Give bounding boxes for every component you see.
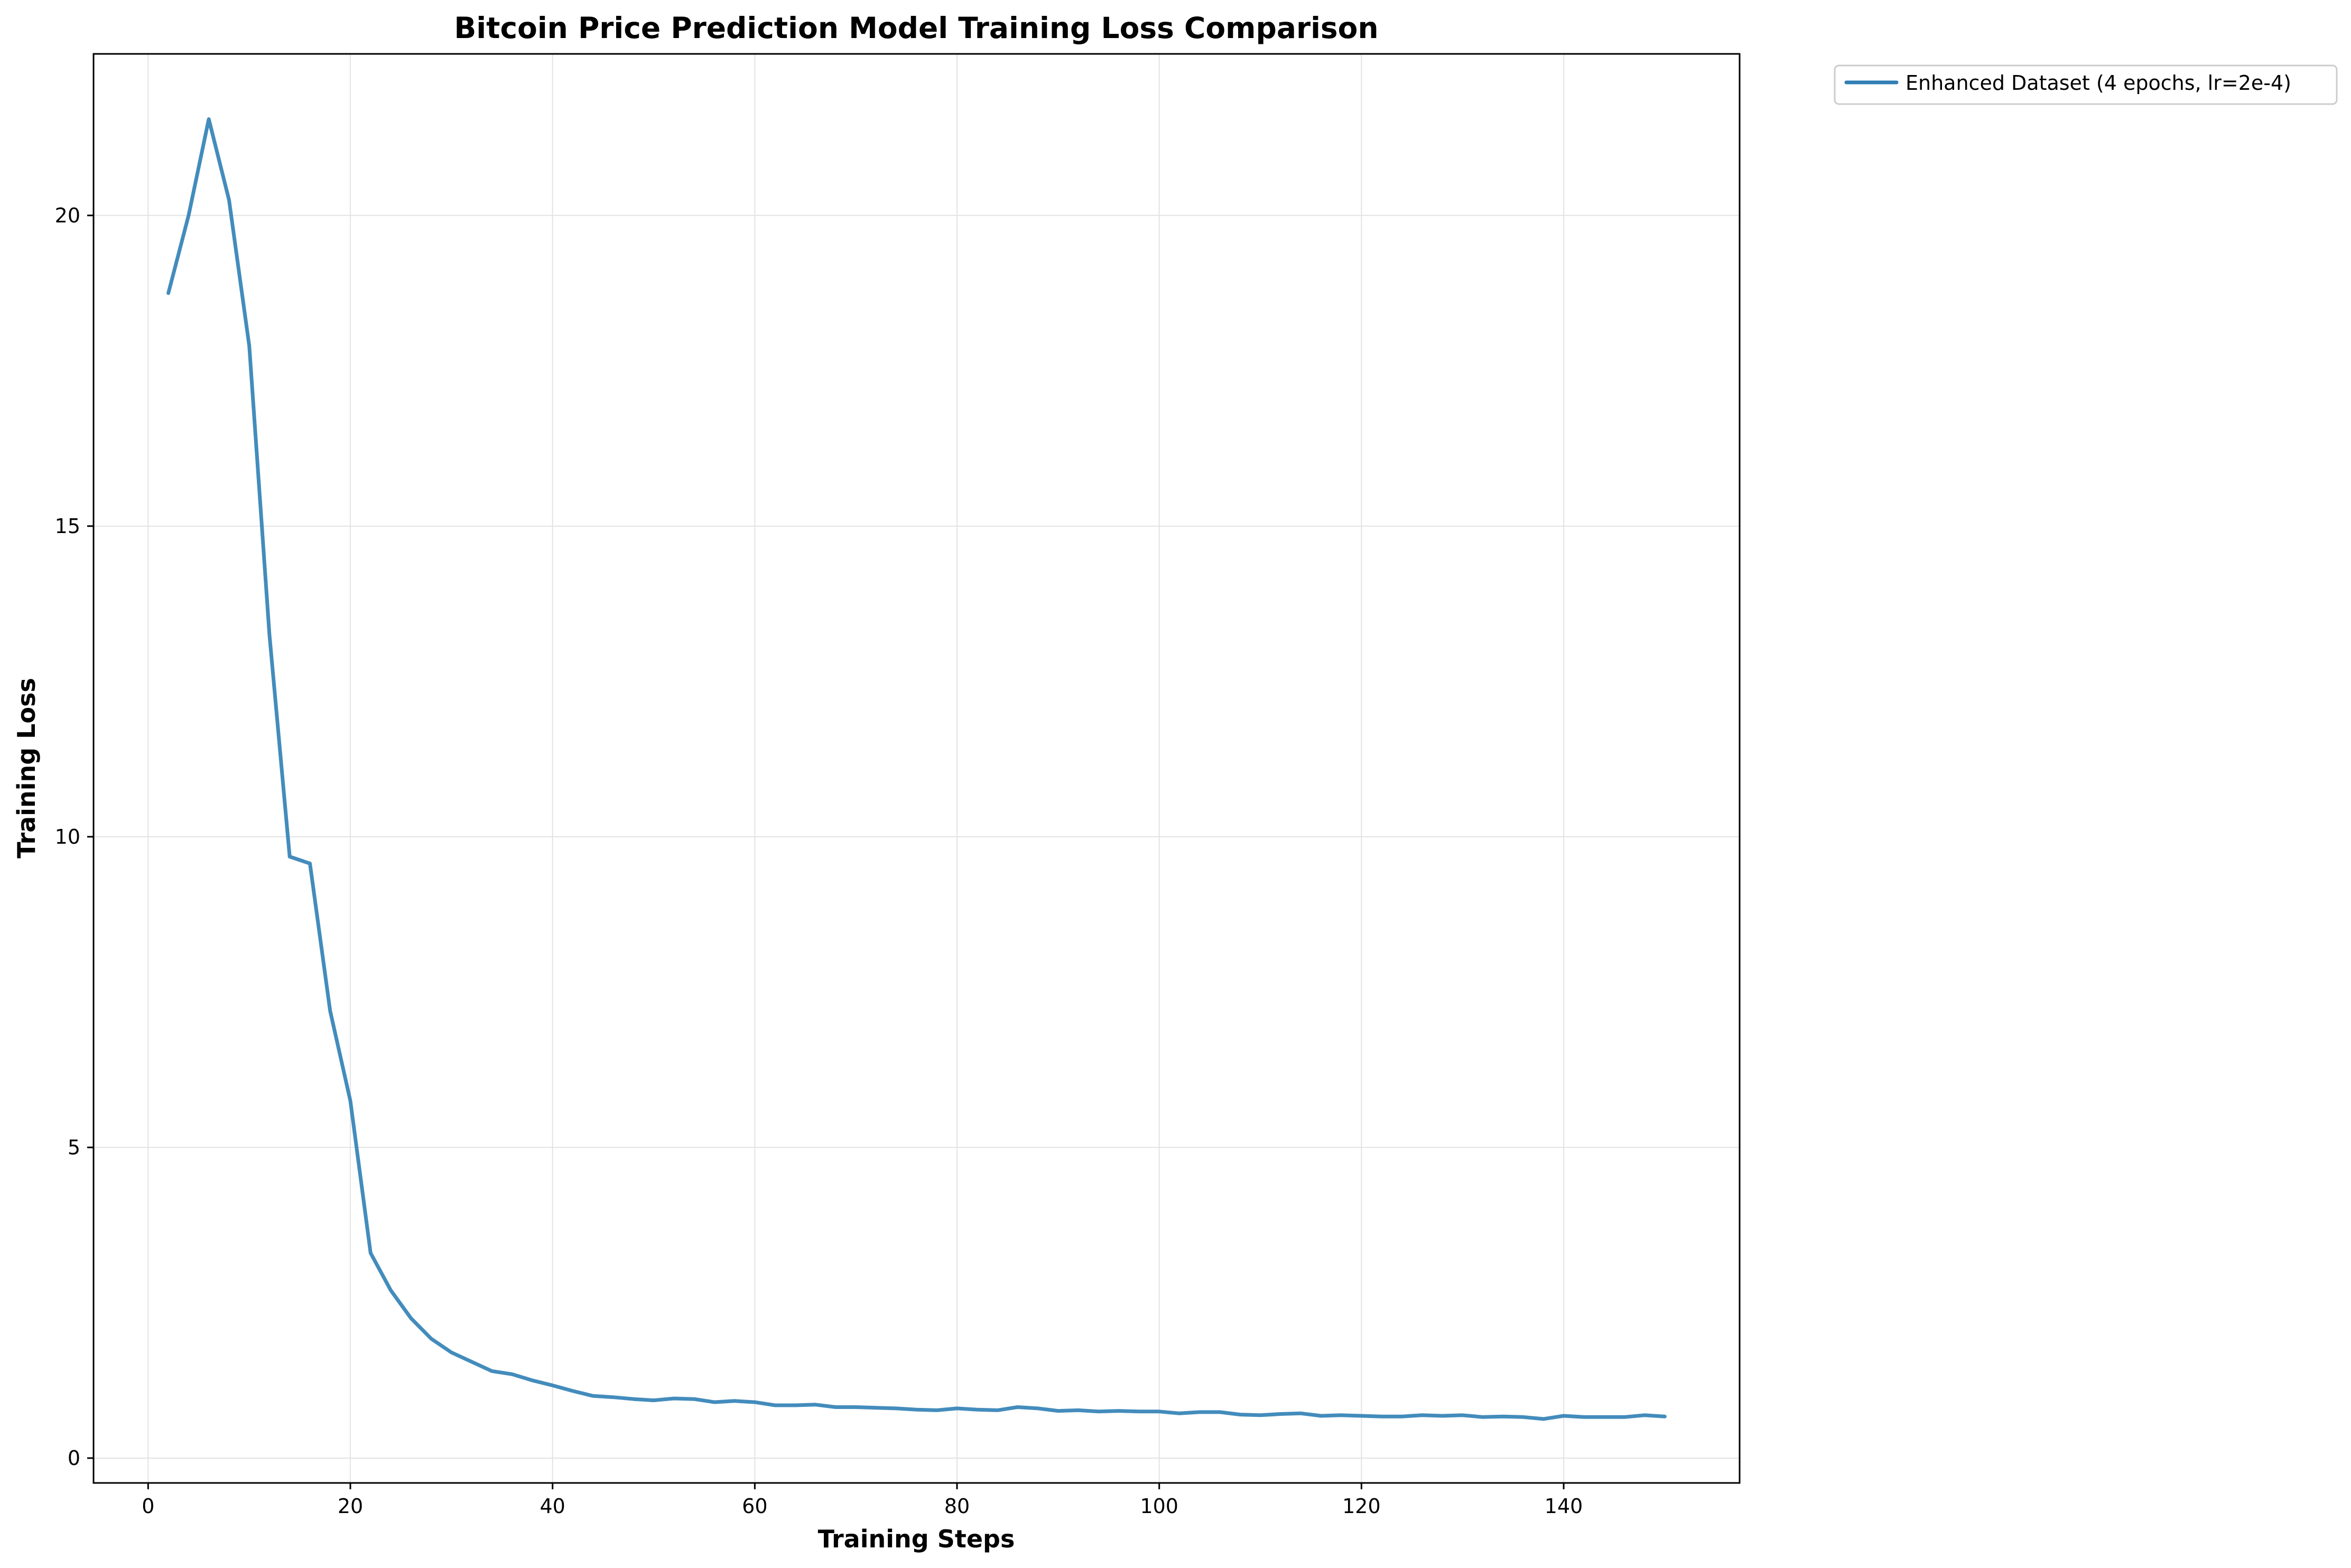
series-layer <box>166 117 1667 1421</box>
x-tick-label: 140 <box>1545 1495 1583 1518</box>
y-axis-title: Training Loss <box>12 678 41 858</box>
y-tick-label: 0 <box>68 1446 80 1470</box>
legend-box <box>1834 64 2338 105</box>
legend-label: Enhanced Dataset (4 epochs, lr=2e-4) <box>1906 71 2291 95</box>
plot-frame <box>92 53 1741 1484</box>
grid <box>94 54 1740 1483</box>
x-tick-label: 0 <box>142 1495 154 1518</box>
series-line-0 <box>166 117 1667 1421</box>
y-tick-label: 5 <box>68 1136 80 1159</box>
axis-ticks: 0 20 40 60 80 100 120 140 0 5 10 15 20 <box>55 204 1583 1518</box>
y-tick-label: 10 <box>55 825 80 848</box>
x-tick-label: 40 <box>540 1495 565 1518</box>
x-axis-title: Training Steps <box>818 1525 1015 1553</box>
legend: Enhanced Dataset (4 epochs, lr=2e-4) <box>1834 64 2338 105</box>
x-tick-label: 20 <box>338 1495 363 1518</box>
x-tick-label: 80 <box>944 1495 970 1518</box>
x-tick-label: 60 <box>742 1495 767 1518</box>
x-tick-label: 120 <box>1342 1495 1381 1518</box>
x-tick-label: 100 <box>1140 1495 1178 1518</box>
y-tick-label: 15 <box>55 515 80 538</box>
chart-title: Bitcoin Price Prediction Model Training … <box>454 11 1378 45</box>
y-tick-label: 20 <box>55 204 80 227</box>
